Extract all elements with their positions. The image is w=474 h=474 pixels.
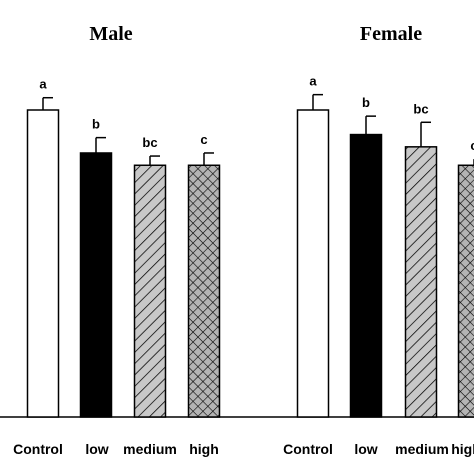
significance-label-male-high: c bbox=[200, 132, 207, 147]
tick-label-male-control: Control bbox=[13, 441, 63, 457]
significance-label-female-control: a bbox=[309, 74, 317, 89]
significance-label-female-medium: bc bbox=[413, 101, 428, 116]
significance-label-male-medium: bc bbox=[142, 135, 157, 150]
panel-title-male: Male bbox=[89, 23, 132, 45]
significance-label-male-low: b bbox=[92, 117, 100, 132]
tick-label-male-medium: medium bbox=[123, 441, 177, 457]
tick-label-female-medium: medium bbox=[395, 441, 449, 457]
tick-label-female-low: low bbox=[354, 441, 377, 457]
bar-female-medium bbox=[404, 146, 438, 418]
tick-label-male-low: low bbox=[85, 441, 108, 457]
tick-label-male-high: high bbox=[189, 441, 219, 457]
tick-label-female-high: high bbox=[451, 441, 474, 457]
bar-male-high bbox=[187, 164, 221, 418]
panel-title-female: Female bbox=[360, 23, 422, 45]
bar-male-medium bbox=[133, 164, 167, 418]
bars-layer: a b bc c a b bc c bbox=[26, 74, 474, 418]
significance-label-male-control: a bbox=[39, 77, 47, 92]
bar-male-low bbox=[79, 152, 113, 418]
significance-label-female-low: b bbox=[362, 95, 370, 110]
bar-female-low bbox=[349, 133, 383, 418]
bar-female-control bbox=[296, 109, 330, 418]
bar-male-control bbox=[26, 109, 60, 418]
bar-female-high bbox=[457, 164, 474, 418]
tick-label-female-control: Control bbox=[283, 441, 333, 457]
significance-label-female-high: c bbox=[470, 138, 474, 153]
